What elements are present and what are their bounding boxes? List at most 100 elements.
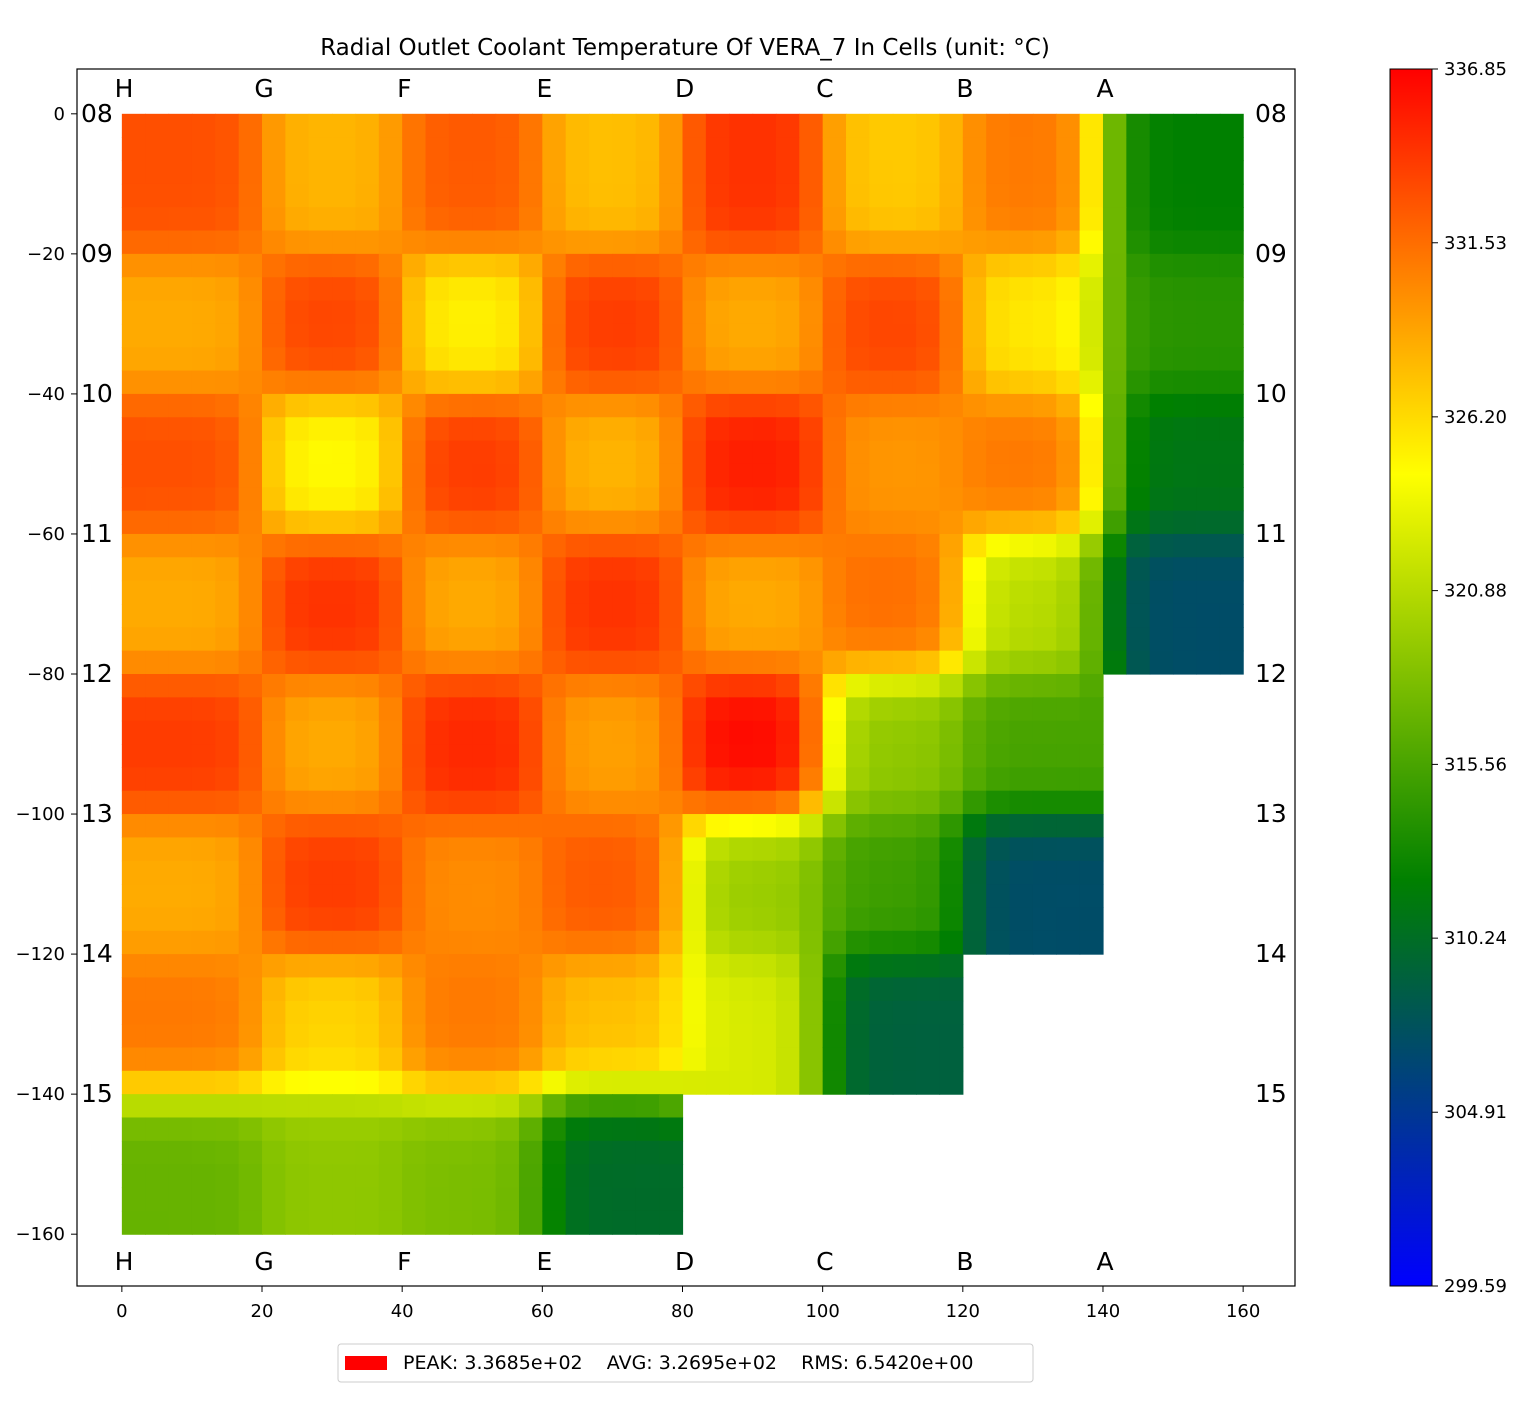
heatmap-cell bbox=[355, 603, 380, 628]
heatmap-cell bbox=[262, 463, 286, 488]
heatmap-cell bbox=[1149, 627, 1174, 652]
heatmap-cell bbox=[1079, 580, 1104, 605]
heatmap-cell bbox=[799, 1000, 824, 1025]
heatmap-cell bbox=[145, 1070, 170, 1095]
heatmap-cell bbox=[916, 954, 941, 979]
heatmap-cell bbox=[1196, 160, 1221, 185]
heatmap-cell bbox=[612, 160, 637, 185]
heatmap-cell bbox=[238, 603, 263, 628]
heatmap-cell bbox=[565, 907, 590, 932]
heatmap-cell bbox=[448, 1117, 473, 1142]
heatmap-cell bbox=[846, 603, 870, 628]
heatmap-cell bbox=[775, 463, 800, 488]
heatmap-cell bbox=[682, 510, 707, 535]
heatmap-cell bbox=[215, 1000, 240, 1025]
heatmap-cell bbox=[1102, 603, 1127, 628]
heatmap-cell bbox=[1032, 697, 1057, 722]
heatmap-cell bbox=[962, 417, 987, 442]
heatmap-cell bbox=[285, 603, 310, 628]
heatmap-cell bbox=[986, 370, 1011, 395]
heatmap-cell bbox=[916, 977, 941, 1002]
heatmap-cell bbox=[402, 720, 427, 745]
column-label-top: A bbox=[1097, 74, 1114, 103]
heatmap-cell bbox=[565, 977, 590, 1002]
heatmap-cell bbox=[962, 137, 987, 162]
heatmap-cell bbox=[472, 1094, 497, 1119]
heatmap-cell bbox=[729, 1047, 754, 1072]
heatmap-cell bbox=[215, 837, 240, 862]
heatmap-cell bbox=[892, 277, 917, 302]
heatmap-cell bbox=[472, 183, 497, 208]
heatmap-cell bbox=[589, 253, 614, 278]
heatmap-cell bbox=[682, 603, 707, 628]
legend-frame bbox=[337, 1343, 1034, 1383]
heatmap-cell bbox=[822, 767, 847, 792]
heatmap-cell bbox=[752, 814, 777, 838]
heatmap-cell bbox=[145, 207, 170, 232]
heatmap-cell bbox=[168, 440, 193, 465]
heatmap-cell bbox=[822, 300, 847, 325]
heatmap-cell bbox=[332, 183, 357, 208]
heatmap-cell bbox=[1009, 557, 1034, 582]
heatmap-cell bbox=[705, 230, 730, 255]
heatmap-cell bbox=[659, 1024, 684, 1049]
heatmap-cell bbox=[495, 907, 520, 932]
heatmap-cell bbox=[378, 697, 403, 722]
heatmap-cell bbox=[378, 977, 403, 1002]
heatmap-cell bbox=[635, 393, 660, 418]
heatmap-cell bbox=[332, 767, 357, 792]
heatmap-cell bbox=[168, 580, 193, 605]
heatmap-cell bbox=[635, 533, 660, 558]
heatmap-cell bbox=[565, 1070, 590, 1095]
heatmap-cell bbox=[986, 580, 1011, 605]
heatmap-cell bbox=[752, 277, 777, 302]
heatmap-cell bbox=[869, 837, 894, 862]
heatmap-cell bbox=[402, 744, 427, 768]
heatmap-cell bbox=[518, 860, 543, 885]
heatmap-cell bbox=[168, 277, 193, 302]
heatmap-cell bbox=[308, 1070, 333, 1095]
heatmap-cell bbox=[262, 837, 286, 862]
heatmap-cell bbox=[869, 207, 894, 232]
heatmap-cell bbox=[332, 557, 357, 582]
heatmap-cell bbox=[682, 884, 707, 909]
heatmap-cell bbox=[402, 580, 427, 605]
heatmap-cell bbox=[729, 790, 754, 815]
heatmap-cell bbox=[518, 557, 543, 582]
heatmap-cell bbox=[378, 1070, 403, 1095]
heatmap-cell bbox=[355, 417, 380, 442]
heatmap-cell bbox=[402, 160, 427, 185]
legend-stats-text: PEAK: 3.3685e+02 AVG: 3.2695e+02 RMS: 6.… bbox=[403, 1352, 974, 1374]
heatmap-cell bbox=[565, 627, 590, 652]
heatmap-cell bbox=[1009, 650, 1034, 675]
heatmap-cell bbox=[752, 137, 777, 162]
heatmap-cell bbox=[752, 487, 777, 512]
heatmap-cell bbox=[822, 930, 847, 955]
heatmap-cell bbox=[1056, 277, 1081, 302]
heatmap-cell bbox=[262, 790, 286, 815]
heatmap-cell bbox=[659, 767, 684, 792]
heatmap-cell bbox=[518, 347, 543, 372]
heatmap-cell bbox=[425, 487, 450, 512]
heatmap-cell bbox=[822, 603, 847, 628]
heatmap-cell bbox=[916, 510, 941, 535]
heatmap-cell bbox=[332, 1000, 357, 1025]
heatmap-cell bbox=[775, 1024, 800, 1049]
heatmap-cell bbox=[1056, 487, 1081, 512]
heatmap-cell bbox=[1079, 510, 1104, 535]
heatmap-cell bbox=[402, 1047, 427, 1072]
heatmap-cell bbox=[682, 627, 707, 652]
heatmap-cell bbox=[892, 487, 917, 512]
heatmap-cell bbox=[332, 113, 357, 138]
column-label-top: E bbox=[537, 74, 553, 103]
heatmap-cell bbox=[262, 1210, 286, 1235]
heatmap-cell bbox=[822, 1070, 847, 1095]
heatmap-cell bbox=[869, 930, 894, 955]
heatmap-cell bbox=[1102, 487, 1127, 512]
heatmap-cell bbox=[495, 417, 520, 442]
heatmap-cell bbox=[752, 440, 777, 465]
heatmap-cell bbox=[612, 1117, 637, 1142]
heatmap-cell bbox=[846, 253, 870, 278]
heatmap-cell bbox=[612, 417, 637, 442]
heatmap-cell bbox=[822, 860, 847, 885]
